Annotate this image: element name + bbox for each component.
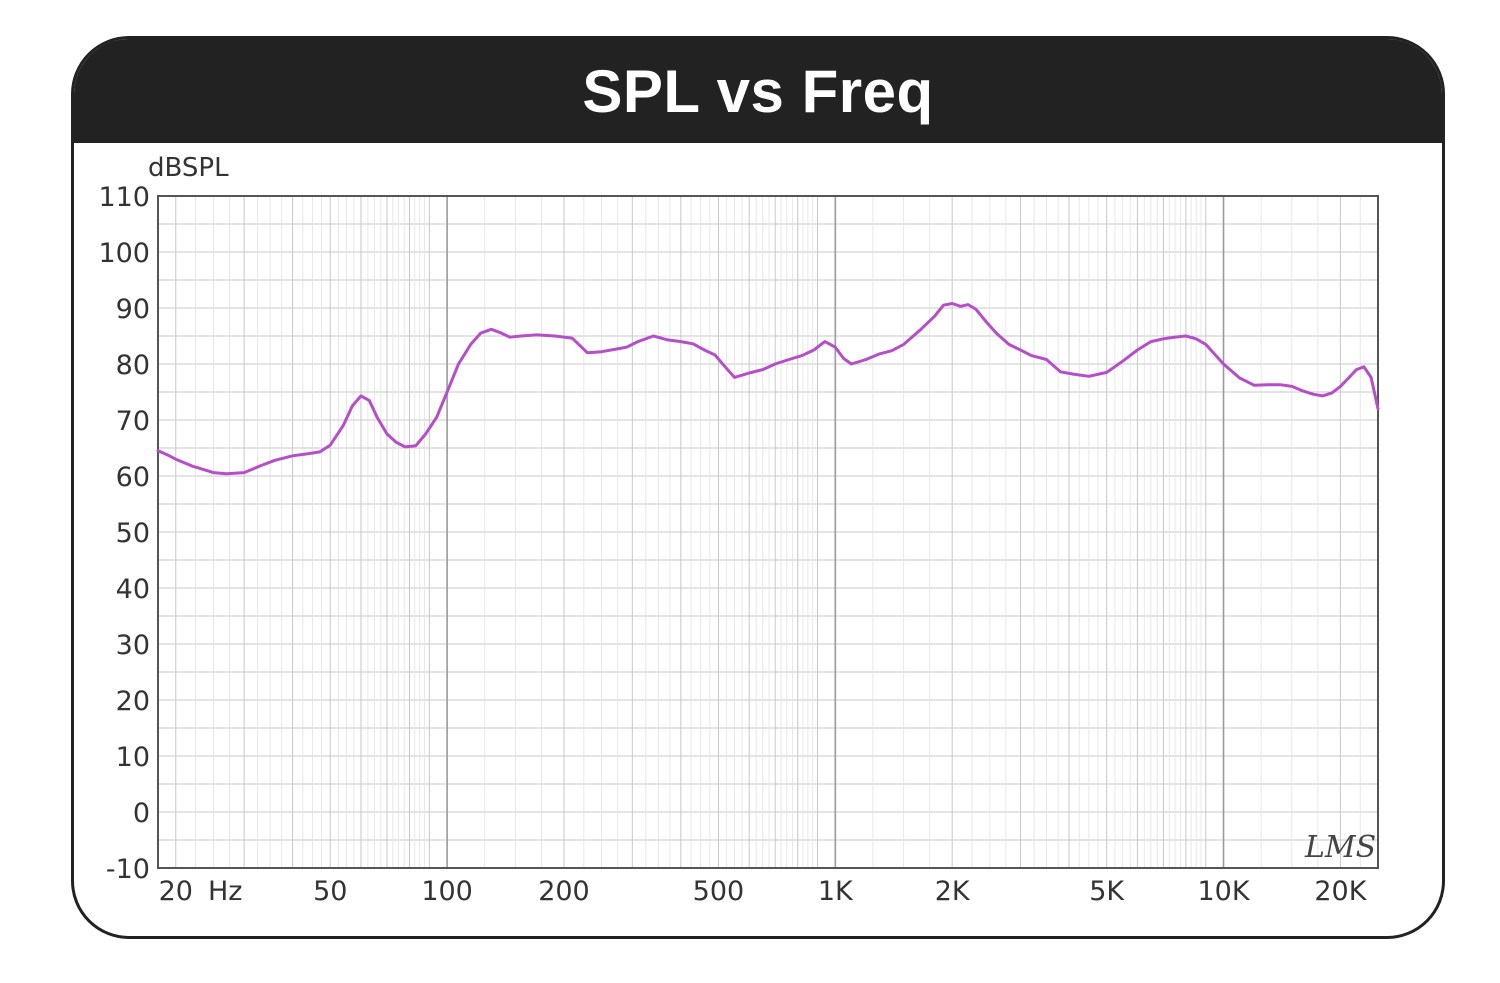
y-tick-label: 110 (98, 182, 150, 213)
y-tick-label: 20 (116, 686, 150, 717)
x-tick-label: 5K (1089, 876, 1125, 907)
x-tick-label: 2K (935, 876, 971, 907)
spl-series-line (156, 302, 1380, 476)
grid-layer (158, 195, 1379, 869)
y-tick-label: 70 (116, 406, 150, 437)
y-tick-label: 60 (116, 462, 150, 493)
x-tick-label: 50 (313, 876, 347, 907)
x-tick-label: 20 (159, 876, 193, 907)
x-tick-label: 1K (818, 876, 854, 907)
chart-frame: SPL vs Freq (71, 36, 1445, 939)
y-tick-label: 30 (116, 630, 150, 661)
y-axis-title: dBSPL (148, 153, 229, 183)
y-tick-label: 100 (98, 238, 150, 269)
lms-watermark: LMS (1304, 830, 1376, 865)
y-tick-label: 90 (116, 294, 150, 325)
x-tick-label: 500 (693, 876, 745, 907)
x-tick-label: 200 (538, 876, 590, 907)
y-tick-label: 40 (116, 574, 150, 605)
tick-labels: -10 0 10 20 30 40 50 60 70 80 90 100 110 20 50 100 200 50… (98, 182, 1367, 907)
x-axis-unit-label: Hz (208, 876, 242, 907)
y-tick-label: 80 (116, 350, 150, 381)
x-tick-label: 20K (1314, 876, 1367, 907)
plot-border (157, 195, 1379, 869)
title-bar: SPL vs Freq (74, 39, 1442, 143)
y-tick-label: -10 (106, 854, 150, 885)
series-layer (156, 302, 1380, 476)
chart-title: SPL vs Freq (582, 57, 934, 125)
x-tick-label: 100 (421, 876, 473, 907)
y-tick-label: 0 (133, 798, 150, 829)
y-tick-label: 50 (116, 518, 150, 549)
y-tick-label: 10 (116, 742, 150, 773)
x-tick-label: 10K (1197, 876, 1250, 907)
